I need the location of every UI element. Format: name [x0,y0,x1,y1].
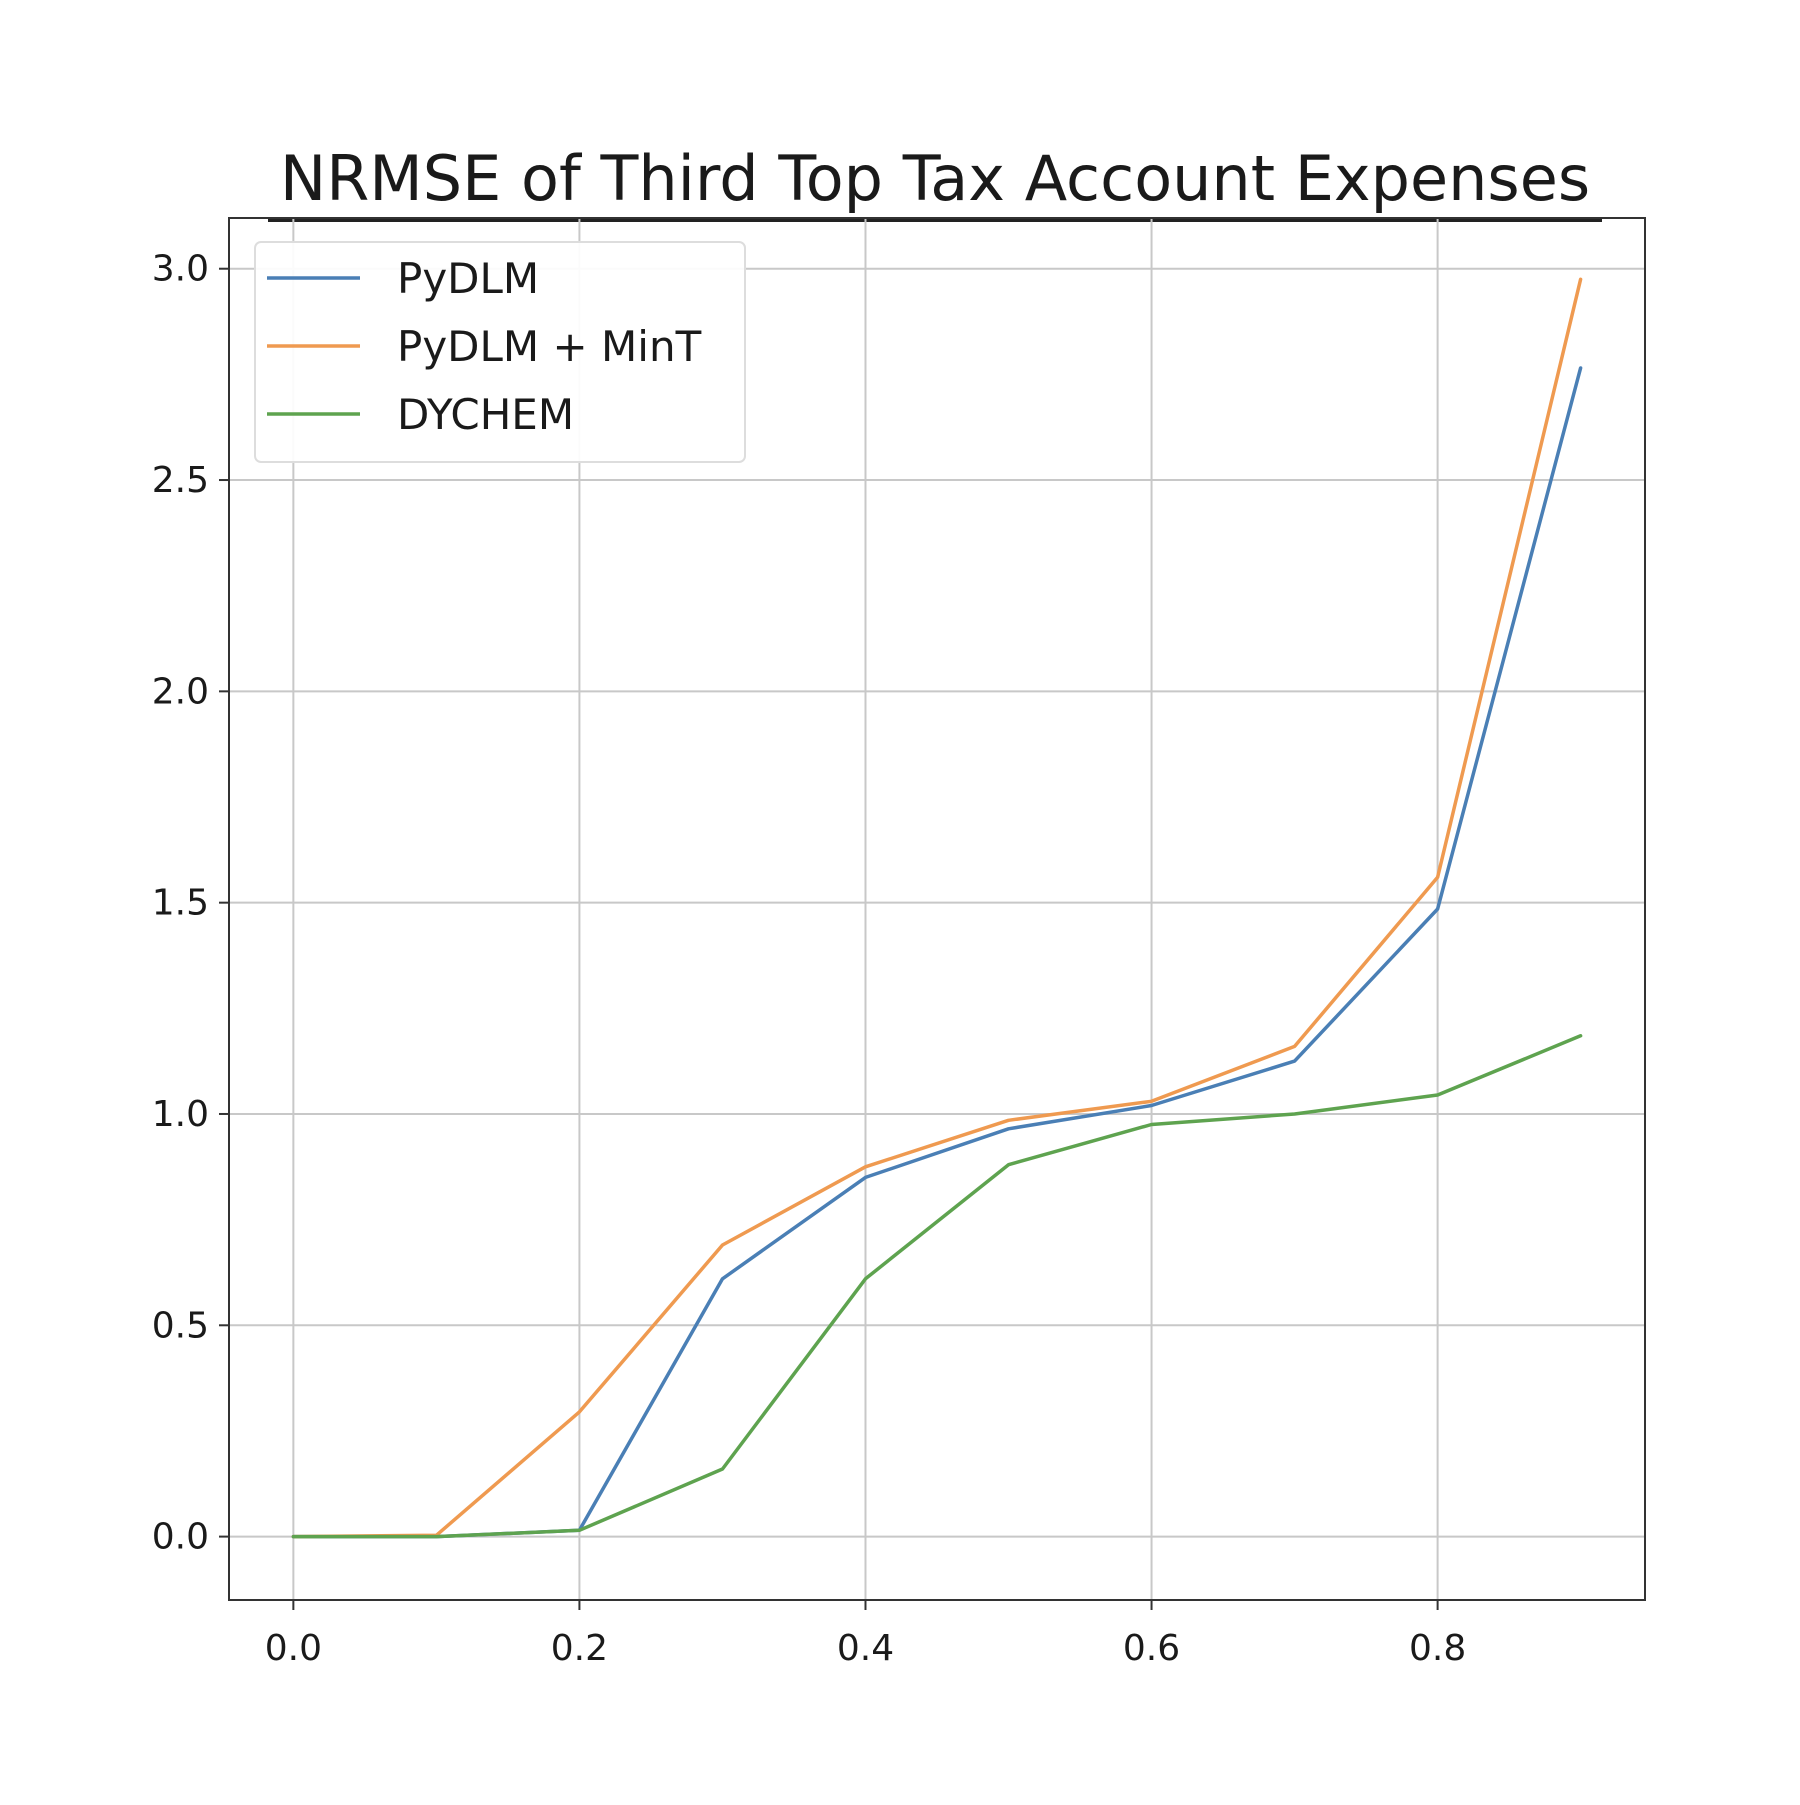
legend: PyDLM PyDLM + MinT DYCHEM [254,241,746,463]
plot-frame [228,217,1646,1601]
legend-label: PyDLM + MinT [397,322,702,371]
y-tick-label: 0.5 [152,1305,209,1346]
series-lines [291,277,1583,1539]
x-tick-label: 0.6 [1123,1628,1180,1669]
series-line-dychem [291,1034,1583,1539]
x-tick-label: 0.2 [551,1628,608,1669]
x-tick-label: 0.0 [265,1628,322,1669]
y-tick-label: 3.0 [152,249,209,290]
legend-label: PyDLM [397,254,539,303]
legend-label: DYCHEM [397,390,574,439]
y-tick-label: 1.0 [152,1094,209,1135]
y-tick-label: 2.0 [152,671,209,712]
chart-title: NRMSE of Third Top Tax Account Expenses [280,142,1590,215]
series-line-pydlm [291,366,1583,1539]
y-tick-label: 0.0 [152,1517,209,1558]
series-line-pydlm-mint [291,277,1583,1539]
y-tick-label: 1.5 [152,883,209,924]
legend-box [254,241,746,463]
x-tick-label: 0.4 [837,1628,894,1669]
axes: 0.0 0.2 0.4 0.6 0.8 0.0 0.5 1.0 1.5 2.0 2.5 3.0 [152,217,1646,1669]
y-tick-label: 2.5 [152,460,209,501]
x-tick-label: 0.8 [1409,1628,1466,1669]
